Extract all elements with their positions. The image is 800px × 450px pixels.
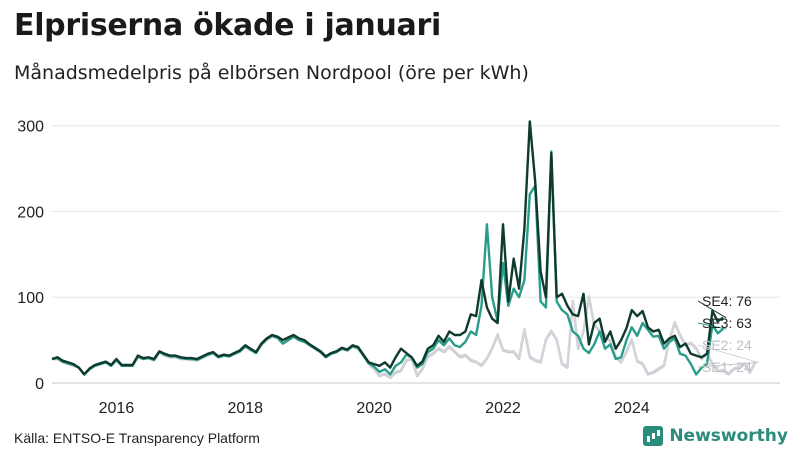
y-tick-label: 100 <box>17 290 44 307</box>
bar-chart-icon <box>643 426 664 446</box>
label-leader-se3 <box>697 322 727 330</box>
source-note: Källa: ENTSO-E Transparency Platform <box>14 430 260 446</box>
brand-name: Newsworthy <box>669 426 788 446</box>
series-line-se3 <box>51 150 724 376</box>
x-tick-label: 2016 <box>99 400 135 417</box>
chart-title: Elpriserna ökade i januari <box>14 8 441 43</box>
chart-subtitle: Månadsmedelpris på elbörsen Nordpool (ör… <box>14 62 529 84</box>
series-label-se4: SE4: 76 <box>702 293 752 309</box>
series-line-se4 <box>51 120 724 376</box>
y-tick-label: 0 <box>35 376 44 393</box>
x-tick-label: 2018 <box>227 400 263 417</box>
series-label-se1: SE1: 24 <box>702 359 752 375</box>
label-leader-se4 <box>697 300 727 319</box>
brand-logo: Newsworthy <box>643 426 788 446</box>
series-label-se2: SE2: 24 <box>702 337 752 353</box>
label-leader-se2 <box>697 344 759 363</box>
series-line-se2 <box>52 295 757 379</box>
x-tick-label: 2024 <box>614 400 650 417</box>
y-tick-label: 200 <box>17 204 44 221</box>
series-label-se3: SE3: 63 <box>702 315 752 331</box>
x-tick-label: 2020 <box>356 400 392 417</box>
y-tick-label: 300 <box>17 119 44 136</box>
label-leader-se1 <box>697 361 759 368</box>
x-tick-label: 2022 <box>485 400 521 417</box>
